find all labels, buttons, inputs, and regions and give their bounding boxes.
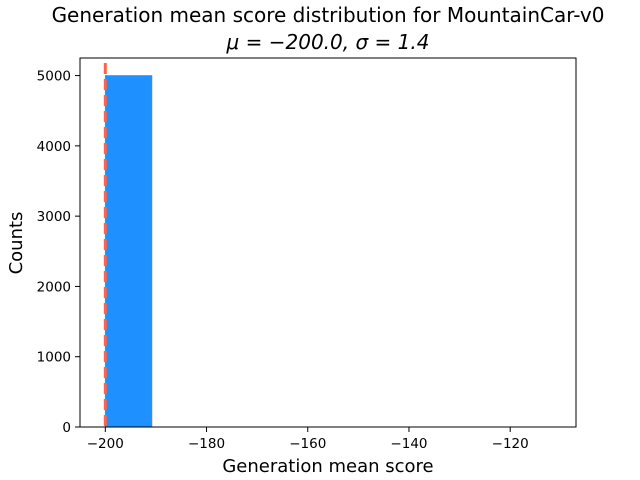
y-tick-label: 5000	[37, 69, 71, 85]
x-axis-label: Generation mean score	[222, 456, 433, 477]
x-axis-ticks: −200 −180 −160 −140 −120	[87, 427, 529, 452]
y-tick-label: 0	[62, 420, 71, 436]
y-tick-label: 1000	[37, 350, 71, 366]
y-tick-label: 3000	[37, 209, 71, 225]
chart-subtitle: μ = −200.0, σ = 1.4	[226, 30, 430, 54]
y-tick-label: 2000	[37, 279, 71, 295]
x-tick-label: −200	[87, 436, 124, 452]
x-tick-label: −160	[289, 436, 326, 452]
y-tick-label: 4000	[37, 139, 71, 155]
x-tick-label: −140	[390, 436, 427, 452]
plot-frame	[79, 57, 577, 428]
histogram-bars	[104, 75, 572, 428]
x-tick-label: −180	[188, 436, 225, 452]
histogram-bar-0	[104, 75, 153, 428]
chart-title: Generation mean score distribution for M…	[52, 3, 605, 27]
x-tick-label: −120	[492, 436, 529, 452]
y-axis-label: Counts	[6, 212, 27, 275]
y-axis-ticks: 0 1000 2000 3000 4000 5000	[37, 69, 80, 436]
